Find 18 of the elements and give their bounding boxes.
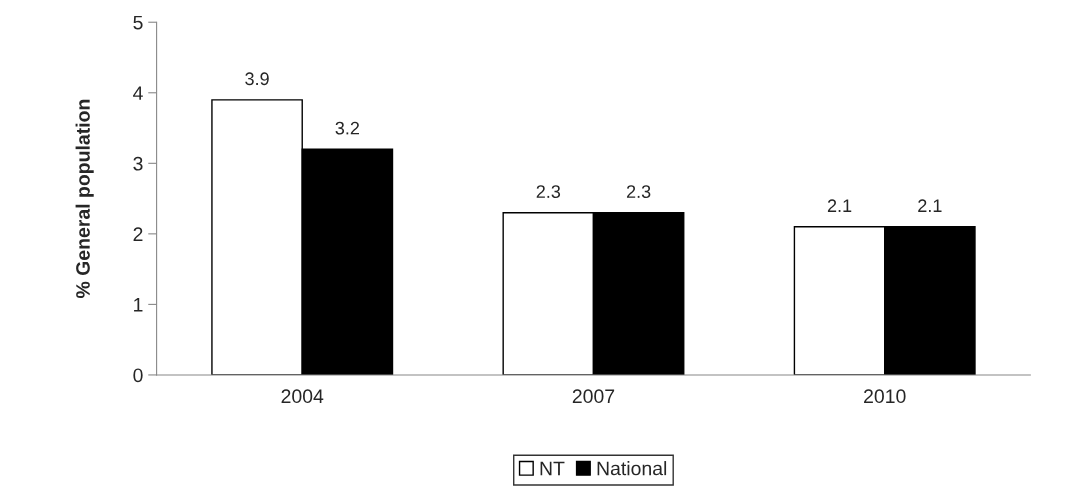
x-tick-label: 2010 — [864, 389, 906, 404]
data-label: 3.9 — [245, 72, 269, 86]
y-tick-label: 0 — [133, 368, 143, 383]
data-label: 2.1 — [918, 199, 942, 212]
y-tick-label: 5 — [133, 15, 143, 30]
y-tick-label: 4 — [133, 86, 143, 100]
legend-label: NT — [540, 461, 565, 476]
data-label: 3.2 — [335, 121, 360, 135]
y-tick-label: 1 — [134, 298, 143, 312]
x-tick-label: 2004 — [281, 389, 324, 404]
y-tick-label: 2 — [133, 227, 143, 241]
data-label: 2.1 — [827, 199, 852, 212]
legend-label: National — [597, 461, 667, 476]
y-axis-title: % General population — [75, 99, 94, 299]
y-tick-label: 3 — [133, 156, 143, 171]
data-label: 2.3 — [536, 185, 561, 199]
x-tick-label: 2007 — [572, 389, 615, 404]
data-label: 2.3 — [626, 185, 651, 199]
